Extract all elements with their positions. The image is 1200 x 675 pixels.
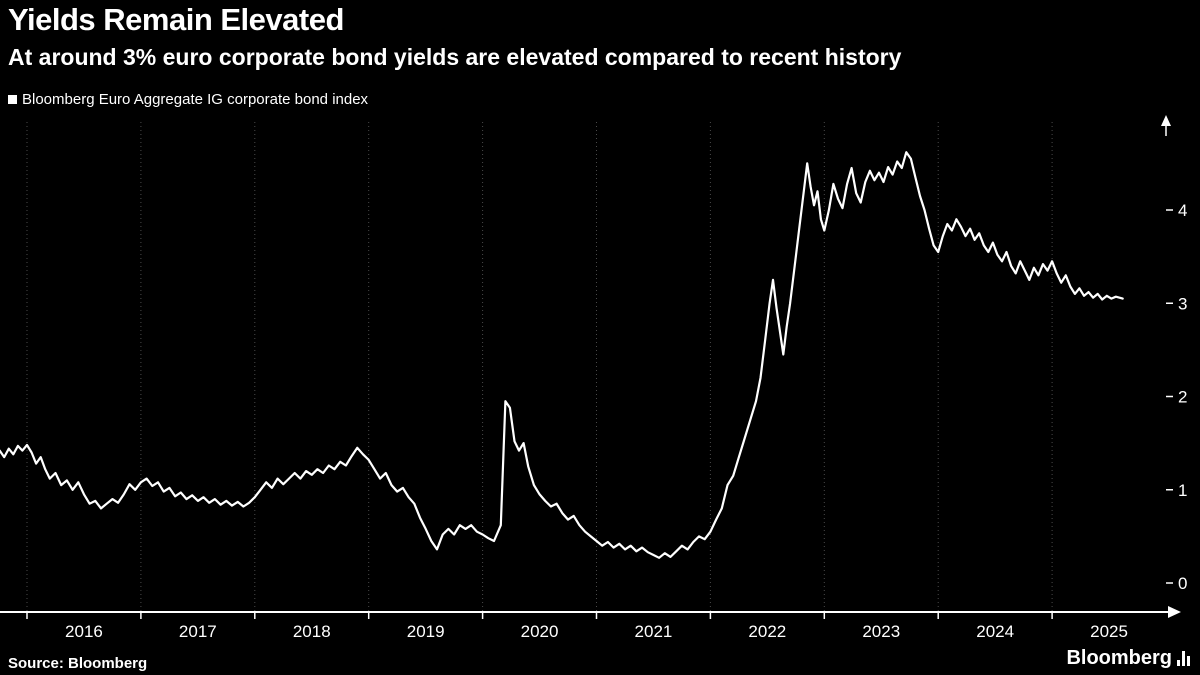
y-label-2: 2 xyxy=(1178,388,1187,407)
x-label-2024: 2024 xyxy=(976,622,1014,641)
page-title: Yields Remain Elevated xyxy=(8,2,344,37)
source-attribution: Source: Bloomberg xyxy=(8,655,148,672)
x-label-2020: 2020 xyxy=(521,622,559,641)
bloomberg-bars-icon xyxy=(1177,651,1190,666)
x-label-2022: 2022 xyxy=(748,622,786,641)
y-label-3: 3 xyxy=(1178,294,1187,313)
yield-line xyxy=(0,151,1124,559)
x-label-2016: 2016 xyxy=(65,622,103,641)
x-label-2017: 2017 xyxy=(179,622,217,641)
y-label-4: 4 xyxy=(1178,201,1187,220)
y-label-0: 0 xyxy=(1178,574,1187,593)
x-label-2023: 2023 xyxy=(862,622,900,641)
x-axis-arrow xyxy=(1168,606,1181,618)
legend-label: Bloomberg Euro Aggregate IG corporate bo… xyxy=(22,91,369,108)
chart-legend: Bloomberg Euro Aggregate IG corporate bo… xyxy=(8,91,368,108)
chart-subtitle: At around 3% euro corporate bond yields … xyxy=(8,44,902,70)
x-label-2021: 2021 xyxy=(635,622,673,641)
y-label-1: 1 xyxy=(1178,481,1187,500)
y-axis-arrow xyxy=(1161,115,1171,126)
series-swatch-icon xyxy=(8,95,17,104)
bloomberg-logo: Bloomberg xyxy=(1066,647,1190,670)
x-label-2018: 2018 xyxy=(293,622,331,641)
x-label-2019: 2019 xyxy=(407,622,445,641)
x-label-2025: 2025 xyxy=(1090,622,1128,641)
bloomberg-wordmark: Bloomberg xyxy=(1066,647,1172,669)
